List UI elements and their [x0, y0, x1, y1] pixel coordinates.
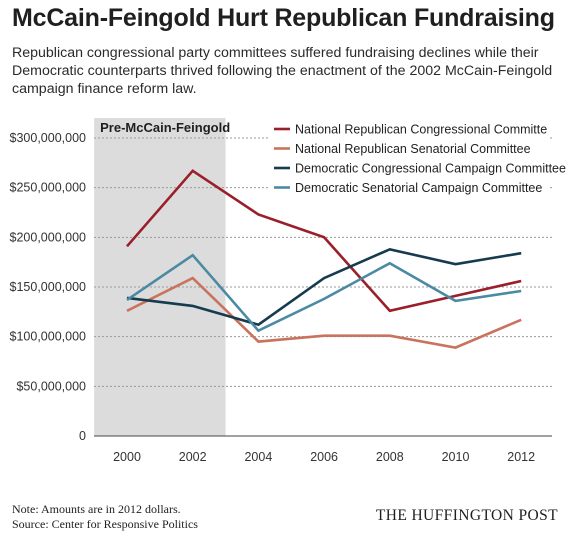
series-line-1	[126, 169, 522, 313]
series-line-4	[126, 253, 522, 333]
y-axis-ticks: 0 $50,000,000 $100,000,000 $150,000,000 $200…	[10, 131, 87, 443]
legend-label: National Republican Senatorial Committee	[295, 142, 531, 156]
y-tick-label: 0	[79, 429, 86, 443]
series-line-2	[126, 276, 522, 349]
x-tick-label: 2012	[507, 450, 535, 464]
y-tick-label: $250,000,000	[10, 181, 87, 195]
legend-label: National Republican Congressional Commit…	[295, 123, 547, 137]
legend-box	[268, 114, 550, 198]
x-axis-ticks: 2000 2002 2004 2006 2008 2010 2012	[113, 450, 535, 464]
x-tick-label: 2010	[442, 450, 470, 464]
chart-title: McCain-Feingold Hurt Republican Fundrais…	[12, 4, 555, 32]
source-line: Source: Center for Responsive Politics	[12, 517, 198, 531]
y-tick-label: $50,000,000	[16, 379, 86, 393]
x-tick-label: 2006	[310, 450, 338, 464]
y-tick-label: $200,000,000	[10, 230, 87, 244]
series-lines	[126, 169, 522, 349]
x-tick-label: 2008	[376, 450, 404, 464]
note-line: Note: Amounts are in 2012 dollars.	[12, 502, 181, 516]
legend-label: Democratic Congressional Campaign Commit…	[295, 162, 566, 176]
shaded-region-label: Pre-McCain-Feingold	[100, 120, 230, 135]
legend: National Republican Congressional Commit…	[268, 114, 566, 198]
footnote: Note: Amounts are in 2012 dollars. Sourc…	[12, 502, 198, 532]
publisher-logo-text: THE HUFFINGTON POST	[375, 507, 558, 524]
y-tick-label: $150,000,000	[10, 280, 87, 294]
x-tick-label: 2004	[244, 450, 272, 464]
y-tick-label: $100,000,000	[10, 330, 87, 344]
x-tick-label: 2000	[113, 450, 141, 464]
x-tick-label: 2002	[179, 450, 207, 464]
y-tick-label: $300,000,000	[10, 131, 87, 145]
series-line-3	[126, 247, 522, 327]
chart-subtitle: Republican congressional party committee…	[12, 45, 553, 97]
legend-label: Democratic Senatorial Campaign Committee	[295, 181, 542, 195]
